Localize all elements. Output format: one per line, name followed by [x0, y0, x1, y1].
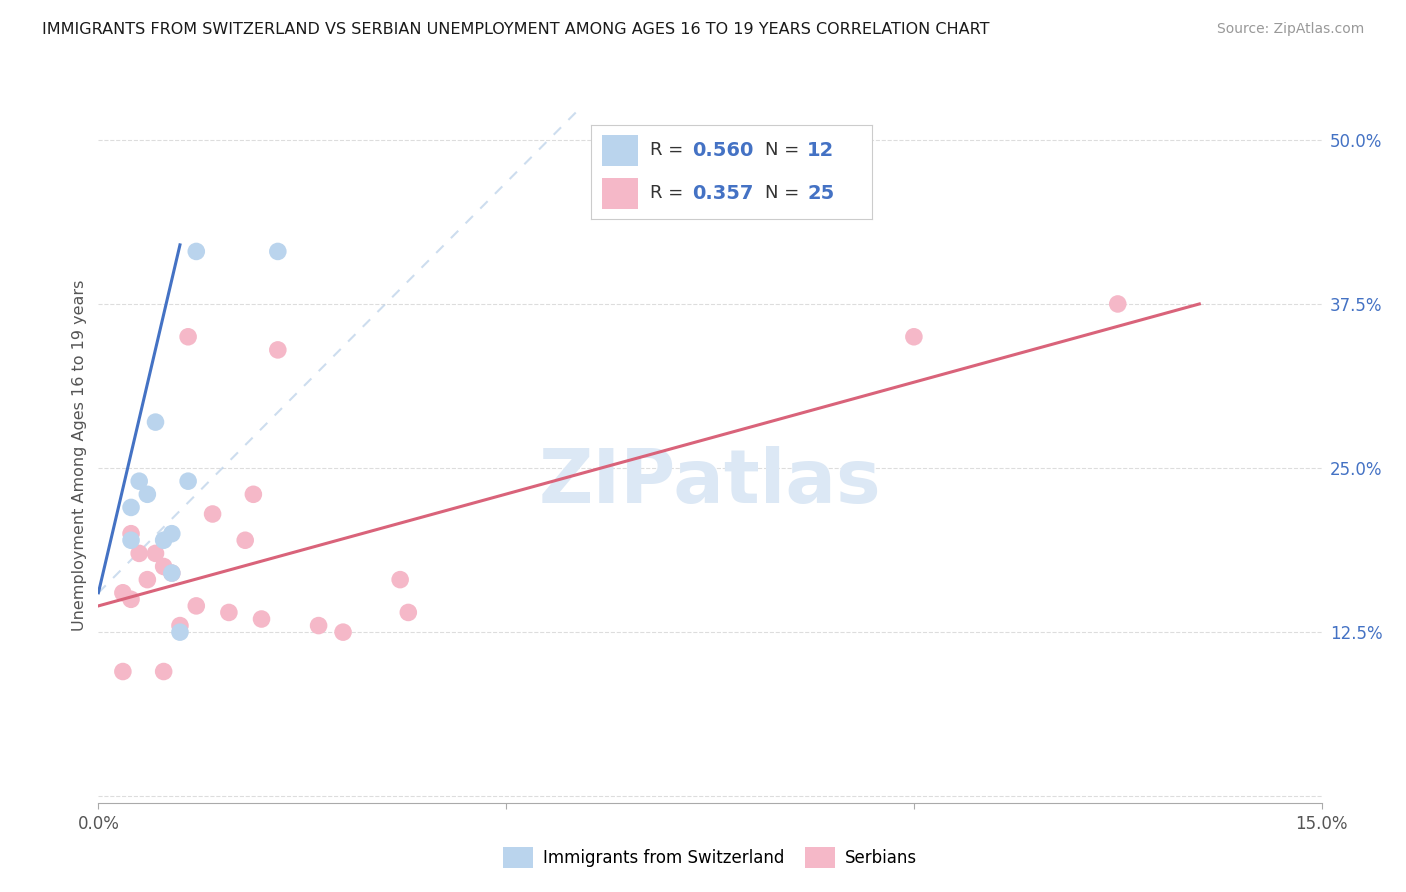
- Text: N =: N =: [765, 141, 804, 159]
- FancyBboxPatch shape: [602, 178, 638, 210]
- Text: R =: R =: [650, 185, 689, 202]
- Point: [160, 526, 183, 541]
- Text: 0.357: 0.357: [692, 184, 754, 202]
- Point: [186, 244, 208, 259]
- Text: R =: R =: [650, 141, 689, 159]
- Point: [177, 474, 200, 488]
- Text: IMMIGRANTS FROM SWITZERLAND VS SERBIAN UNEMPLOYMENT AMONG AGES 16 TO 19 YEARS CO: IMMIGRANTS FROM SWITZERLAND VS SERBIAN U…: [42, 22, 990, 37]
- Legend: Immigrants from Switzerland, Serbians: Immigrants from Switzerland, Serbians: [496, 841, 924, 874]
- Point: [396, 606, 419, 620]
- Point: [128, 474, 150, 488]
- Point: [111, 586, 134, 600]
- Point: [128, 546, 150, 560]
- Point: [903, 330, 925, 344]
- Point: [152, 665, 174, 679]
- Point: [145, 546, 167, 560]
- Point: [120, 500, 142, 515]
- Point: [120, 592, 142, 607]
- Point: [120, 526, 142, 541]
- Point: [111, 665, 134, 679]
- Point: [308, 618, 330, 632]
- Point: [160, 566, 183, 580]
- Text: N =: N =: [765, 185, 804, 202]
- Point: [145, 415, 167, 429]
- Point: [186, 599, 208, 613]
- Point: [120, 533, 142, 548]
- Text: 25: 25: [807, 184, 834, 202]
- Point: [169, 625, 191, 640]
- Text: 12: 12: [807, 141, 834, 160]
- Point: [169, 618, 191, 632]
- Point: [177, 330, 200, 344]
- Point: [152, 533, 174, 548]
- Text: Source: ZipAtlas.com: Source: ZipAtlas.com: [1216, 22, 1364, 37]
- Text: ZIPatlas: ZIPatlas: [538, 446, 882, 519]
- Point: [136, 487, 159, 501]
- Point: [267, 343, 290, 357]
- Point: [332, 625, 354, 640]
- Point: [1107, 297, 1129, 311]
- Point: [136, 573, 159, 587]
- Y-axis label: Unemployment Among Ages 16 to 19 years: Unemployment Among Ages 16 to 19 years: [72, 279, 87, 631]
- FancyBboxPatch shape: [602, 136, 638, 166]
- Point: [152, 559, 174, 574]
- Point: [218, 606, 240, 620]
- Point: [242, 487, 264, 501]
- Point: [250, 612, 273, 626]
- Point: [201, 507, 224, 521]
- Point: [267, 244, 290, 259]
- Point: [389, 573, 412, 587]
- Point: [233, 533, 256, 548]
- Point: [160, 566, 183, 580]
- Text: 0.560: 0.560: [692, 141, 754, 160]
